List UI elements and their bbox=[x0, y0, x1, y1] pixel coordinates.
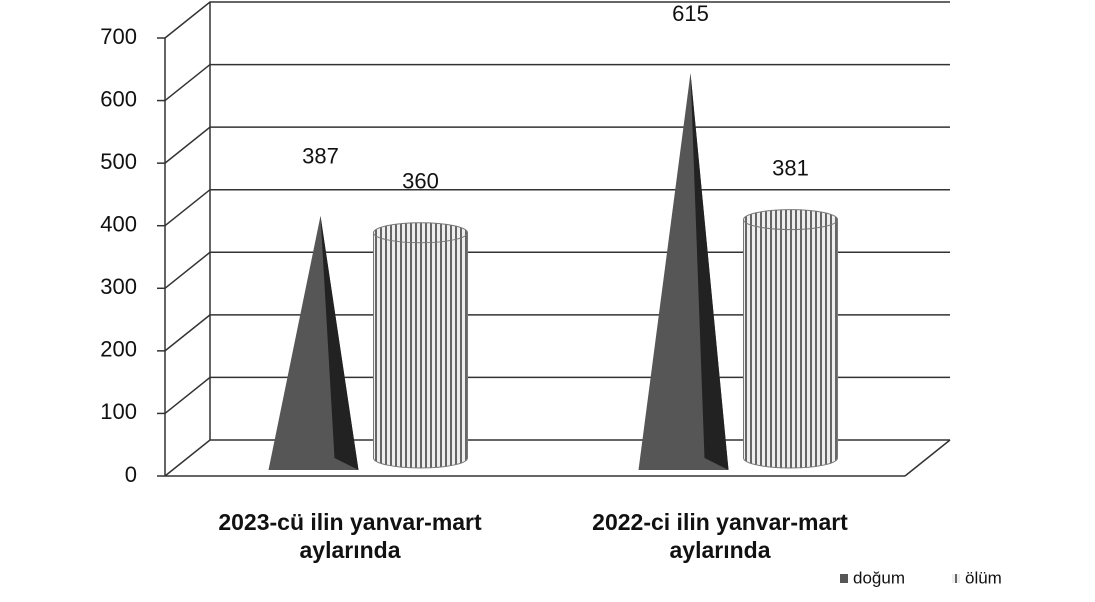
y-tick-label: 0 bbox=[125, 462, 137, 487]
grid-line bbox=[164, 63, 950, 102]
legend-label: doğum bbox=[853, 568, 905, 587]
y-tick-label: 100 bbox=[100, 399, 137, 424]
value-label: 615 bbox=[672, 1, 709, 26]
grid-line bbox=[164, 188, 950, 227]
legend-swatch bbox=[952, 574, 960, 583]
cone-side bbox=[690, 73, 729, 470]
y-tick-label: 500 bbox=[100, 149, 137, 174]
y-tick-label: 600 bbox=[100, 86, 137, 111]
y-tick-label: 700 bbox=[100, 24, 137, 49]
x-tick-label: 2023-cü ilin yanvar-mart aylarında bbox=[218, 509, 482, 563]
value-label: 360 bbox=[402, 169, 439, 194]
grid-line bbox=[164, 1, 950, 39]
legend-label: ölüm bbox=[965, 568, 1002, 587]
value-label: 381 bbox=[772, 155, 809, 180]
y-tick-label: 300 bbox=[100, 274, 137, 299]
value-label: 387 bbox=[302, 144, 339, 169]
grid-line bbox=[164, 126, 950, 164]
cylinder bbox=[743, 219, 838, 469]
y-tick-label: 200 bbox=[100, 337, 137, 362]
cylinder-top bbox=[373, 222, 468, 244]
y-tick-label: 400 bbox=[100, 212, 137, 237]
legend-swatch bbox=[840, 574, 848, 583]
cylinder-top bbox=[743, 209, 838, 231]
cylinder bbox=[373, 232, 468, 469]
floor-edge bbox=[904, 439, 951, 477]
cone-side bbox=[320, 215, 359, 470]
x-tick-label: 2022-ci ilin yanvar-mart aylarında bbox=[592, 509, 848, 563]
